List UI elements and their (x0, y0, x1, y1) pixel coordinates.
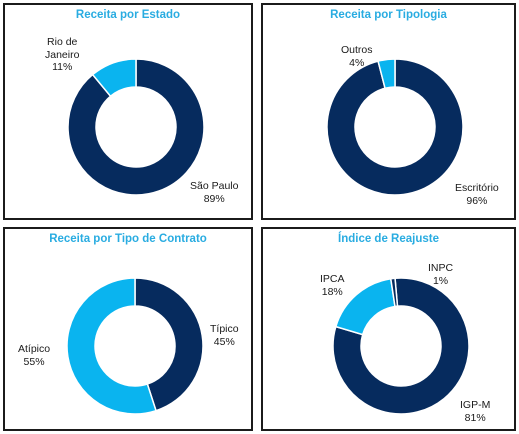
slice-ipca (334, 277, 396, 336)
slice-atipico (66, 277, 157, 415)
chart-panel-tipologia: Receita por Tipologia Outros 4% Escritór… (261, 3, 516, 220)
slice-outros (377, 58, 396, 90)
donut-chart (326, 58, 464, 196)
slice-tipico (134, 277, 204, 412)
chart-panel-estado: Receita por Estado Rio de Janeiro 11% Sã… (3, 3, 253, 220)
chart-title: Receita por Tipo de Contrato (49, 233, 207, 245)
donut-chart (66, 277, 204, 415)
slice-sao-paulo (67, 58, 205, 196)
slice-label-tipico: Típico 45% (210, 323, 239, 348)
slice-label-escritorio: Escritório 96% (455, 182, 499, 207)
chart-panel-indice-reajuste: Índice de Reajuste INPC 1% IPCA 18% IGP-… (261, 227, 516, 431)
donut-chart (67, 58, 205, 196)
slice-rio-de-janeiro (91, 58, 137, 98)
slice-igp-m (332, 277, 470, 415)
slice-label-rio-de-janeiro: Rio de Janeiro 11% (45, 36, 80, 73)
slice-inpc (389, 277, 399, 308)
chart-title: Índice de Reajuste (338, 233, 439, 245)
donut-chart (332, 277, 470, 415)
slice-label-outros: Outros 4% (341, 44, 373, 69)
slice-label-inpc: INPC 1% (428, 262, 454, 287)
slice-label-igpm: IGP-M 81% (460, 399, 491, 424)
slice-escritorio (326, 58, 464, 196)
chart-title: Receita por Estado (75, 9, 181, 21)
chart-title: Receita por Tipologia (330, 9, 447, 21)
chart-panel-tipo-contrato: Receita por Tipo de Contrato Atípico 55%… (3, 227, 253, 431)
slice-label-atipico: Atípico 55% (18, 343, 51, 368)
slice-label-ipca: IPCA 18% (320, 273, 345, 298)
slice-label-sao-paulo: São Paulo 89% (190, 180, 239, 205)
